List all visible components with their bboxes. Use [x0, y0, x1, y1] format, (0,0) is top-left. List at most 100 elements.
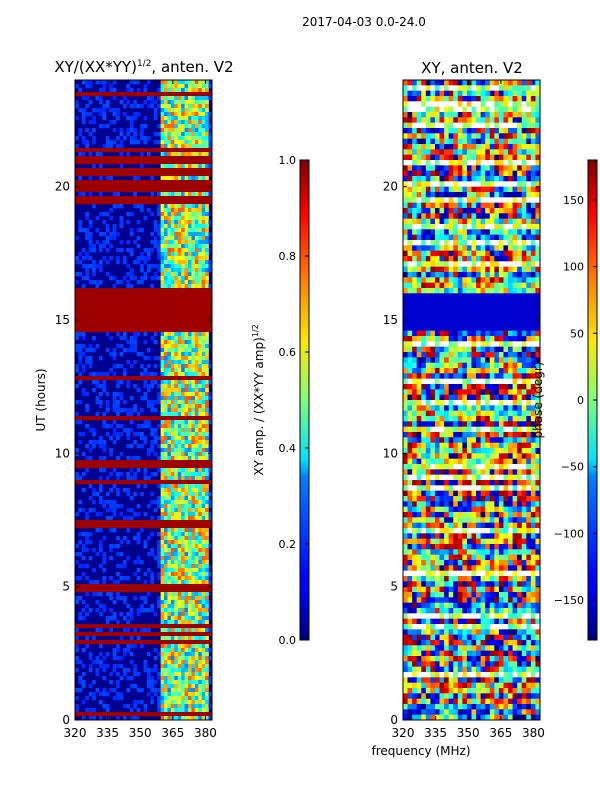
amplitude-heatmap-cell — [116, 456, 120, 461]
amplitude-heatmap-cell — [98, 112, 103, 117]
phase-heatmap-cell — [476, 181, 481, 187]
phase-heatmap-cell — [466, 186, 472, 193]
amplitude-heatmap-cell — [88, 236, 93, 241]
amplitude-heatmap-cell — [170, 712, 175, 717]
amplitude-heatmap-cell — [167, 352, 172, 357]
amplitude-heatmap-cell — [95, 624, 100, 629]
amplitude-heatmap-cell — [184, 304, 189, 309]
amplitude-heatmap-cell — [188, 620, 192, 625]
amplitude-heatmap-cell — [205, 84, 209, 89]
amplitude-heatmap-cell — [102, 448, 107, 453]
phase-heatmap-cell — [462, 85, 468, 91]
amplitude-heatmap-cell — [119, 200, 124, 205]
amplitude-heatmap-cell — [201, 192, 206, 197]
amplitude-heatmap-cell — [184, 436, 189, 441]
amplitude-heatmap-cell — [170, 496, 175, 501]
amplitude-heatmap-cell — [188, 504, 192, 509]
amplitude-heatmap-cell — [164, 268, 168, 273]
amplitude-heatmap-cell — [174, 280, 179, 285]
amplitude-heatmap-cell — [122, 288, 127, 293]
amplitude-heatmap-cell — [153, 112, 158, 117]
amplitude-heatmap-cell — [112, 188, 117, 193]
amplitude-heatmap-cell — [184, 424, 189, 429]
phase-heatmap-cell — [453, 106, 459, 113]
amplitude-heatmap-cell — [201, 172, 206, 177]
phase-heatmap-cell — [448, 80, 454, 86]
amplitude-heatmap-cell — [167, 448, 172, 453]
amplitude-heatmap-cell — [160, 100, 165, 105]
amplitude-heatmap-cell — [191, 168, 196, 173]
amplitude-heatmap-cell — [184, 608, 189, 613]
amplitude-heatmap-cell — [174, 548, 179, 553]
amplitude-heatmap-cell — [129, 624, 134, 629]
amplitude-heatmap-cell — [177, 608, 182, 613]
amplitude-heatmap-cell — [112, 640, 117, 645]
amplitude-heatmap-cell — [153, 168, 158, 173]
phase-heatmap-cell — [485, 144, 491, 150]
phase-heatmap-cell — [503, 85, 509, 91]
amplitude-heatmap-cell — [201, 500, 206, 505]
amplitude-heatmap-cell — [184, 360, 189, 365]
amplitude-heatmap-cell — [140, 196, 144, 201]
amplitude-heatmap-cell — [109, 200, 113, 205]
amplitude-heatmap-cell — [184, 540, 189, 545]
phase-heatmap-cell — [480, 101, 486, 107]
amplitude-heatmap-cell — [181, 80, 185, 85]
phase-heatmap-cell — [503, 144, 509, 150]
amplitude-heatmap-cell — [116, 488, 120, 493]
amplitude-heatmap-cell — [191, 460, 196, 465]
amplitude-heatmap-cell — [140, 416, 144, 421]
amplitude-heatmap-cell — [205, 684, 209, 689]
amplitude-heatmap-cell — [105, 704, 110, 709]
amplitude-heatmap-cell — [109, 508, 113, 513]
amplitude-heatmap-cell — [194, 652, 199, 657]
amplitude-heatmap-cell — [205, 140, 209, 145]
amplitude-heatmap-cell — [177, 652, 182, 657]
amplitude-heatmap-cell — [126, 456, 131, 461]
amplitude-heatmap-cell — [188, 196, 192, 201]
amplitude-heatmap-cell — [140, 432, 144, 437]
amplitude-heatmap-cell — [201, 372, 206, 377]
amplitude-heatmap-cell — [126, 240, 131, 245]
amplitude-heatmap-cell — [205, 712, 209, 717]
amplitude-heatmap-cell — [188, 308, 192, 313]
amplitude-heatmap-cell — [143, 304, 148, 309]
phase-heatmap-cell — [430, 90, 436, 97]
amplitude-heatmap-cell — [95, 184, 100, 189]
amplitude-heatmap-cell — [98, 716, 103, 720]
amplitude-heatmap-cell — [136, 416, 141, 421]
amplitude-heatmap-cell — [170, 184, 175, 189]
amplitude-heatmap-cell — [184, 392, 189, 397]
amplitude-heatmap-cell — [181, 176, 185, 181]
amplitude-heatmap-cell — [119, 188, 124, 193]
amplitude-heatmap-cell — [205, 188, 209, 193]
amplitude-heatmap-cell — [119, 656, 124, 661]
amplitude-heatmap-cell — [126, 516, 131, 521]
amplitude-heatmap-cell — [194, 296, 199, 301]
phase-heatmap-cell — [403, 106, 408, 113]
amplitude-heatmap-cell — [164, 264, 168, 269]
amplitude-heatmap-cell — [188, 596, 192, 601]
amplitude-heatmap-cell — [75, 596, 79, 601]
amplitude-heatmap-cell — [205, 480, 209, 485]
amplitude-heatmap-cell — [194, 636, 199, 641]
amplitude-heatmap-cell — [164, 260, 168, 265]
amplitude-heatmap-cell — [98, 584, 103, 589]
amplitude-heatmap-cell — [198, 252, 203, 257]
amplitude-heatmap-cell — [188, 508, 192, 513]
amplitude-heatmap-cell — [170, 520, 175, 525]
amplitude-heatmap-cell — [201, 660, 206, 665]
amplitude-heatmap-cell — [188, 616, 192, 621]
amplitude-heatmap-cell — [181, 248, 185, 253]
amplitude-heatmap-cell — [167, 372, 172, 377]
amplitude-heatmap-cell — [129, 676, 134, 681]
amplitude-heatmap-cell — [85, 172, 89, 177]
amplitude-heatmap-cell — [136, 512, 141, 517]
amplitude-heatmap-cell — [164, 248, 168, 253]
amplitude-heatmap-cell — [112, 508, 117, 513]
amplitude-heatmap-cell — [146, 296, 151, 301]
amplitude-heatmap-cell — [136, 520, 141, 525]
amplitude-panel: XY/(XX*YY)1/2, anten. V2 320 335 350 365 380… — [34, 58, 234, 740]
amplitude-heatmap-cell — [153, 196, 158, 201]
amplitude-heatmap-cell — [160, 84, 165, 89]
